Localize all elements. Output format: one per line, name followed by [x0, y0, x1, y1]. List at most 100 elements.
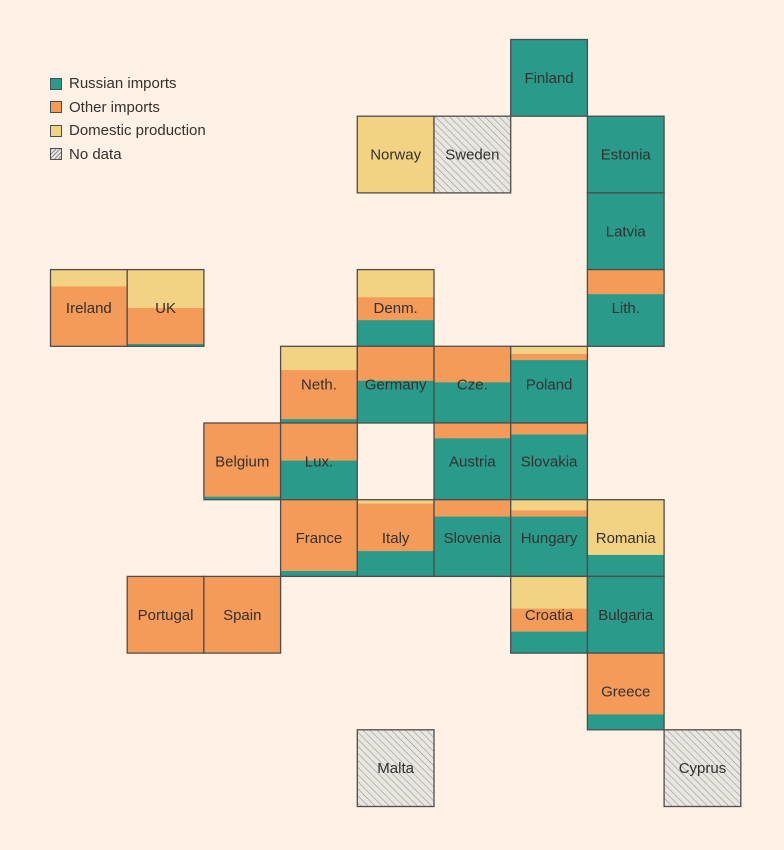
country-label: Italy [382, 530, 410, 547]
russian-segment [587, 554, 665, 577]
tile-border [433, 115, 512, 194]
other-segment [434, 347, 511, 383]
country-label: Finland [524, 70, 573, 87]
russian-segment [434, 516, 511, 577]
country-label: Malta [377, 760, 414, 777]
legend-label-russian: Russian imports [69, 75, 177, 93]
russian-segment [434, 382, 511, 424]
tile-malta: Malta [356, 729, 435, 808]
tile-border [586, 268, 665, 347]
country-label: Neth. [301, 377, 337, 394]
country-label: Romania [596, 530, 657, 547]
other-segment [357, 297, 434, 321]
tile-uk: UK [126, 268, 205, 347]
russian-segment [357, 551, 434, 577]
nodata-fill [434, 116, 511, 193]
domestic-segment [510, 499, 588, 511]
tile-lith: Lith. [586, 268, 665, 347]
tile-border [203, 575, 282, 654]
other-segment [280, 370, 358, 420]
country-label: Ireland [66, 300, 112, 317]
russian-segment [203, 496, 281, 500]
country-label: Belgium [215, 453, 269, 470]
domestic-segment [50, 269, 128, 287]
tile-cze: Cze. [433, 345, 512, 424]
country-label: Austria [449, 453, 496, 470]
legend-item-domestic: Domestic production [50, 119, 206, 143]
russian-segment [434, 438, 511, 500]
domestic-segment [510, 576, 588, 609]
tile-sweden: Sweden [433, 115, 512, 194]
other-segment [434, 499, 511, 517]
other-segment [510, 510, 588, 517]
tile-border [663, 729, 742, 808]
country-label: Slovakia [521, 453, 578, 470]
other-segment [434, 423, 511, 439]
russian-segment [510, 39, 588, 117]
other-segment [587, 269, 665, 295]
country-label: Cyprus [679, 760, 727, 777]
tile-border [586, 652, 665, 731]
country-label: Latvia [606, 223, 647, 240]
tile-poland: Poland [510, 345, 589, 424]
country-label: Slovenia [444, 530, 502, 547]
russian-segment [357, 380, 434, 424]
russian-segment [510, 360, 588, 424]
tile-greece: Greece [586, 652, 665, 731]
russian-segment [587, 714, 665, 731]
tile-border [510, 38, 589, 117]
russian-segment [280, 419, 358, 424]
domestic-segment [127, 269, 204, 309]
country-label: France [296, 530, 343, 547]
country-label: Spain [223, 607, 261, 624]
tile-slovakia: Slovakia [510, 422, 589, 501]
nodata-fill [357, 729, 434, 807]
tile-germany: Germany [356, 345, 435, 424]
nodata-fill [664, 729, 741, 807]
country-label: Lith. [612, 300, 640, 317]
legend: Russian imports Other imports Domestic p… [50, 72, 206, 166]
tile-croatia: Croatia [510, 575, 589, 654]
domestic-segment [357, 269, 434, 298]
tile-austria: Austria [433, 422, 512, 501]
domestic-segment [587, 499, 665, 556]
tile-slovenia: Slovenia [433, 499, 512, 578]
russian-segment [587, 116, 665, 194]
other-segment [587, 653, 665, 715]
russian-segment [510, 434, 588, 500]
tile-bulgaria: Bulgaria [586, 575, 665, 654]
other-segment [280, 499, 358, 572]
other-segment [280, 423, 358, 461]
other-segment [357, 503, 434, 552]
tile-belgium: Belgium [203, 422, 282, 501]
domestic-swatch [50, 124, 62, 137]
country-label: Lux. [305, 453, 333, 470]
tile-cyprus: Cyprus [663, 729, 742, 808]
tile-norway: Norway [356, 115, 435, 194]
country-label: Germany [365, 377, 427, 394]
country-label: Croatia [525, 607, 574, 624]
other-segment [203, 423, 281, 497]
russian-segment [280, 571, 358, 577]
russian-segment [587, 192, 665, 270]
country-label: UK [155, 300, 176, 317]
russian-segment [587, 576, 665, 654]
russian-segment [357, 320, 434, 347]
other-segment [50, 286, 128, 347]
tile-border [356, 729, 435, 808]
legend-label-other: Other imports [69, 98, 160, 116]
tile-finland: Finland [510, 38, 589, 117]
tile-france: France [279, 499, 358, 578]
domestic-segment [510, 346, 588, 355]
tile-hungary: Hungary [510, 499, 589, 578]
other-segment [510, 353, 588, 361]
domestic-segment [357, 499, 434, 504]
country-label: Bulgaria [598, 607, 654, 624]
russian-segment [510, 631, 588, 654]
russian-segment [587, 294, 665, 347]
country-label: Hungary [521, 530, 578, 547]
domestic-segment [280, 346, 358, 371]
tile-estonia: Estonia [586, 115, 665, 194]
other-segment [510, 423, 588, 435]
